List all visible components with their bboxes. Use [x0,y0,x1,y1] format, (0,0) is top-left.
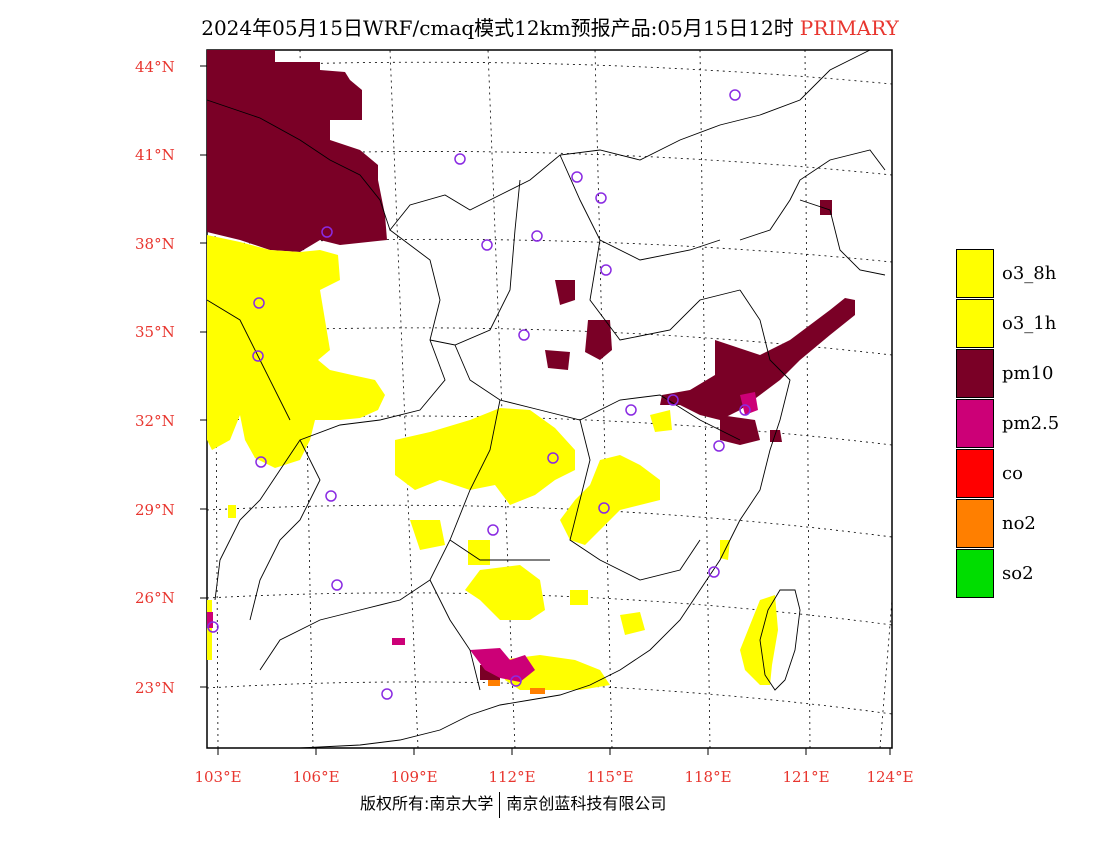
legend-swatch [956,449,994,498]
legend-swatch [956,399,994,448]
lon-label-121: 121°E [782,768,829,786]
legend-label: so2 [1002,563,1034,584]
map-title: 2024年05月15日WRF/cmaq模式12km预报产品:05月15日12时 P… [0,12,1100,41]
lat-label-23: 23°N [135,679,175,697]
pm10-patches [480,200,855,680]
lat-label-41: 41°N [135,146,175,164]
lat-label-38: 38°N [135,235,175,253]
lon-label-106: 106°E [292,768,339,786]
legend-item-no2: no2 [956,499,1100,549]
legend-label: o3_1h [1002,313,1057,334]
legend-swatch [956,499,994,548]
lat-label-32: 32°N [135,412,175,430]
footer-separator [499,791,501,818]
lat-label-29: 29°N [135,501,175,519]
city-markers [207,89,751,700]
legend-item-o3-8h: o3_8h [956,249,1100,299]
pm25-patches [207,392,758,682]
lon-label-124: 124°E [866,768,913,786]
map-content [206,49,893,749]
lat-label-35: 35°N [135,323,175,341]
legend-swatch [956,249,994,298]
legend-label: no2 [1002,513,1036,534]
legend-swatch [956,549,994,598]
legend-item-pm25: pm2.5 [956,399,1100,449]
title-main: 2024年05月15日WRF/cmaq模式12km预报产品:05月15日12时 [201,16,794,40]
legend-label: pm10 [1002,363,1054,384]
legend-item-o3-1h: o3_1h [956,299,1100,349]
lon-ticks [217,748,891,755]
lon-label-118: 118°E [684,768,731,786]
lon-label-112: 112°E [488,768,535,786]
lon-label-109: 109°E [390,768,437,786]
lat-ticks [200,65,207,688]
boundaries [206,49,886,749]
o3-regions [207,235,778,690]
pm10-region-nw [207,50,387,252]
copyright-footer: 版权所有:南京大学 南京创蓝科技有限公司 [360,790,666,818]
footer-left: 版权所有:南京大学 [360,794,494,813]
legend-item-co: co [956,449,1100,499]
lat-label-44: 44°N [135,58,175,76]
lon-label-103: 103°E [194,768,241,786]
legend-label: pm2.5 [1002,413,1060,434]
lon-label-115: 115°E [586,768,633,786]
title-tag: PRIMARY [799,16,899,40]
legend-swatch [956,349,994,398]
lat-axis: 44°N 41°N 38°N 35°N 32°N 29°N 26°N 23°N [135,58,175,697]
legend-item-so2: so2 [956,549,1100,599]
legend-swatch [956,299,994,348]
no2-patches [488,680,545,694]
lon-axis: 103°E 106°E 109°E 112°E 115°E 118°E 121°… [194,768,913,786]
footer-right: 南京创蓝科技有限公司 [506,794,667,813]
lat-label-26: 26°N [135,589,175,607]
legend-label: co [1002,463,1023,484]
legend-label: o3_8h [1002,263,1057,284]
legend-item-pm10: pm10 [956,349,1100,399]
